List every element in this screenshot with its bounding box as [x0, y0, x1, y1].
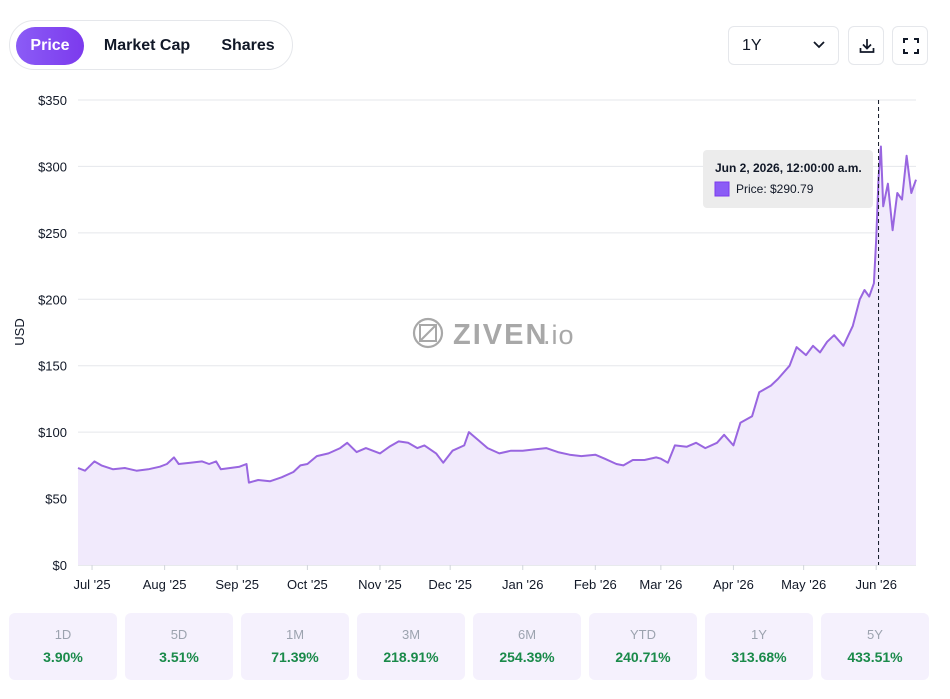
tooltip-value: Price: $290.79	[736, 182, 814, 196]
stat-value: 240.71%	[615, 649, 671, 665]
tooltip-swatch	[714, 181, 730, 197]
watermark-brand: ZIVEN	[453, 319, 548, 351]
tab-price[interactable]: Price	[16, 27, 84, 65]
watermark: ZIVEN .io	[412, 317, 575, 351]
stat-label: YTD	[630, 627, 656, 642]
download-icon	[859, 39, 875, 53]
tooltip-background	[703, 150, 873, 208]
y-axis-title: USD	[12, 318, 27, 345]
x-axis: Jul '25 Aug '25 Sep '25 Oct '25 Nov '25 Dec '…	[73, 565, 897, 592]
stat-value: 3.90%	[43, 649, 83, 665]
stat-card-1m[interactable]: 1M 71.39%	[241, 613, 349, 680]
x-tick-label: Mar '26	[639, 577, 682, 592]
stat-card-5d[interactable]: 5D 3.51%	[125, 613, 233, 680]
chart-tooltip: Jun 2, 2026, 12:00:00 a.m. Price: $290.7…	[703, 150, 873, 208]
stat-label: 5D	[170, 627, 188, 642]
y-tick-label: $150	[38, 359, 67, 374]
tooltip-date: Jun 2, 2026, 12:00:00 a.m.	[715, 161, 862, 175]
stat-card-5y[interactable]: 5Y 433.51%	[821, 613, 929, 680]
y-tick-label: $200	[38, 292, 67, 307]
x-tick-label: May '26	[781, 577, 826, 592]
stat-card-1d[interactable]: 1D 3.90%	[9, 613, 117, 680]
stat-label: 6M	[517, 627, 537, 642]
stat-card-1y[interactable]: 1Y 313.68%	[705, 613, 813, 680]
ziven-logo-icon	[412, 317, 444, 349]
stat-label: 1Y	[751, 627, 767, 642]
x-tick-label: Jan '26	[502, 577, 544, 592]
x-tick-label: Aug '25	[143, 577, 187, 592]
y-tick-label: $300	[38, 159, 67, 174]
stat-value: 3.51%	[159, 649, 199, 665]
stat-value: 71.39%	[271, 649, 319, 665]
tab-market-cap[interactable]: Market Cap	[103, 37, 191, 54]
stat-card-ytd[interactable]: YTD 240.71%	[589, 613, 697, 680]
x-tick-label: Dec '25	[428, 577, 472, 592]
x-tick-label: Jul '25	[73, 577, 110, 592]
metric-tab-group: Price Market Cap Shares	[9, 20, 293, 70]
fullscreen-icon	[903, 38, 919, 54]
stat-card-3m[interactable]: 3M 218.91%	[357, 613, 465, 680]
download-button[interactable]	[848, 26, 884, 65]
fullscreen-button[interactable]	[892, 26, 928, 65]
stat-value: 254.39%	[499, 649, 555, 665]
stat-value: 433.51%	[847, 649, 903, 665]
x-tick-label: Jun '26	[855, 577, 897, 592]
y-tick-label: $250	[38, 226, 67, 241]
watermark-suffix: .io	[543, 320, 575, 350]
x-tick-label: Apr '26	[713, 577, 754, 592]
x-tick-label: Nov '25	[358, 577, 402, 592]
y-axis: $0 $50 $100 $150 $200 $250 $300 $350	[38, 93, 67, 573]
price-chart: ZIVEN .io $0$50$100$150$200$250$300$350 …	[12, 93, 917, 592]
y-tick-label: $350	[38, 93, 67, 108]
stat-label: 3M	[401, 627, 421, 642]
x-tick-label: Feb '26	[574, 577, 617, 592]
price-area-fill	[78, 146, 916, 565]
y-tick-label: $100	[38, 425, 67, 440]
y-tick-label: $0	[53, 558, 67, 573]
price-line	[77, 145, 917, 484]
range-select[interactable]: 1Y	[728, 26, 839, 65]
range-select-value: 1Y	[742, 37, 762, 54]
stat-value: 313.68%	[731, 649, 787, 665]
x-tick-label: Sep '25	[215, 577, 259, 592]
stat-label: 1M	[285, 627, 305, 642]
stat-value: 218.91%	[383, 649, 439, 665]
chevron-down-icon	[812, 36, 826, 59]
y-tick-label: $50	[45, 492, 67, 507]
x-tick-label: Oct '25	[287, 577, 328, 592]
stat-card-6m[interactable]: 6M 254.39%	[473, 613, 581, 680]
stat-label: 1D	[54, 627, 72, 642]
tab-shares[interactable]: Shares	[221, 37, 275, 54]
stat-label: 5Y	[867, 627, 883, 642]
